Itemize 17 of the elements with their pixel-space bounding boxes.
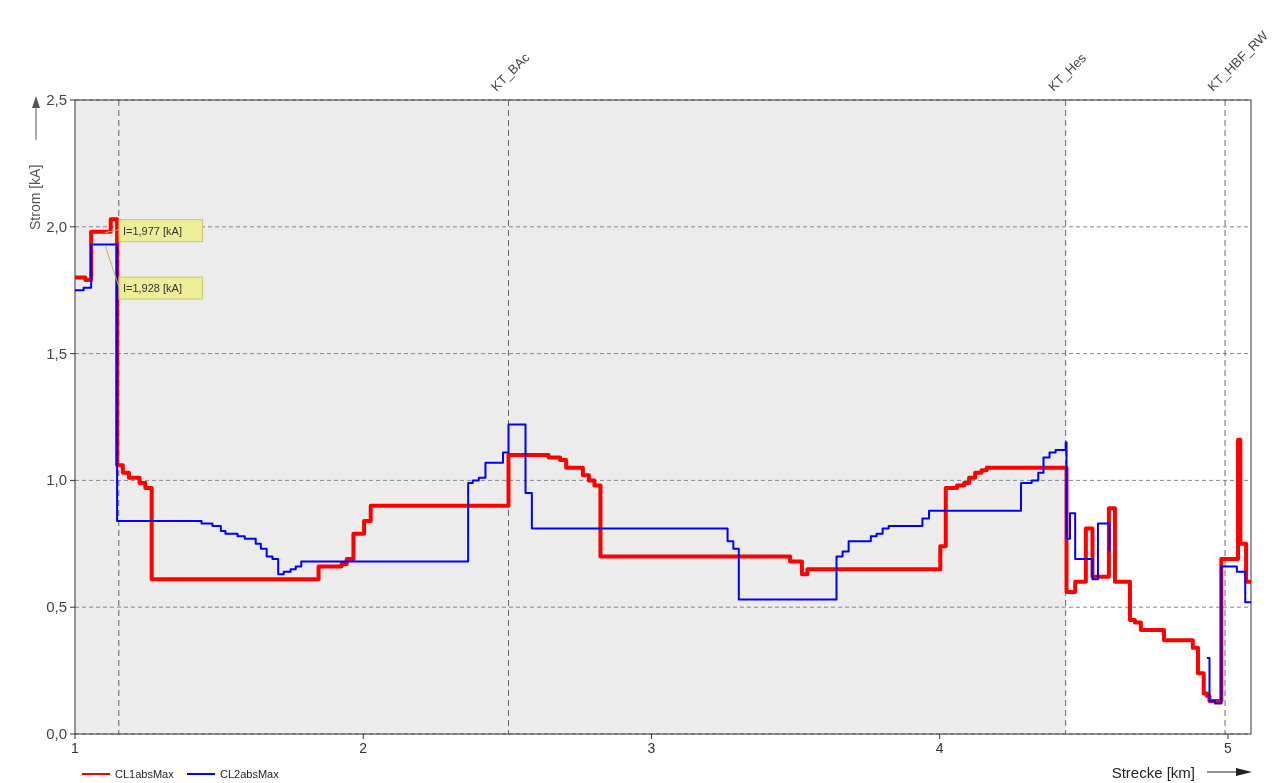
x-axis-title: Strecke [km] xyxy=(1111,764,1195,781)
x-tick-label: 1 xyxy=(71,740,80,756)
y-tick-label: 0,0 xyxy=(46,725,67,742)
annotation: I=1,928 [kA] xyxy=(122,282,182,295)
annotation: I=1,977 [kA] xyxy=(122,224,182,237)
y-tick-label: 2,5 xyxy=(46,91,67,108)
y-tick-label: 1,5 xyxy=(46,344,67,362)
x-tick-label: 2 xyxy=(359,740,368,756)
x-tick-label: 5 xyxy=(1224,740,1233,756)
y-tick-label: 2,0 xyxy=(46,217,67,235)
x-tick-label: 4 xyxy=(935,740,944,756)
y-axis-title: Strom [kA] xyxy=(27,164,43,230)
x-tick-label: 3 xyxy=(647,740,656,756)
y-tick-label: 0,5 xyxy=(46,598,67,616)
legend-label: CL1absMax xyxy=(115,768,175,780)
legend-label: CL2absMax xyxy=(220,768,280,780)
y-tick-label: 1,0 xyxy=(46,471,67,489)
